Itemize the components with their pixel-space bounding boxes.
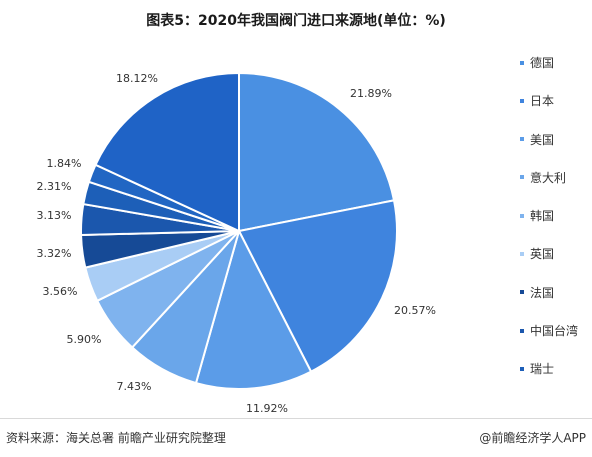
legend-swatch [520,98,524,103]
pie-slice-美国 [194,228,313,390]
legend-label: 美国 [530,132,555,147]
source-note: 资料来源：海关总署 前瞻产业研究院整理 [6,431,226,445]
legend-swatch [520,175,524,180]
slice-value-label: 3.56% [43,285,78,298]
legend-swatch [520,60,524,65]
slice-value-label: 3.13% [37,209,72,222]
legend-swatch [520,137,524,142]
legend-item: 韩国 [520,209,578,224]
legend-item: 法国 [520,285,578,300]
legend-item: 英国 [520,247,578,262]
legend-item: 德国 [520,56,578,70]
slice-value-label: 1.84% [47,157,82,170]
pie-chart: 21.89% 20.57% 11.92% 7.43% 5.90% 3.56% 3.32% 3.… [37,71,436,415]
slice-value-label: 2.31% [37,180,72,193]
slice-value-label: 21.89% [350,87,392,100]
legend-swatch [520,213,524,218]
legend-swatch [520,366,524,371]
slice-value-label: 7.43% [117,380,152,393]
legend-label: 英国 [530,247,555,262]
legend-label: 韩国 [530,209,555,224]
legend-swatch [520,328,524,333]
chart-title: 图表5：2020年我国阀门进口来源地(单位：%) [146,13,446,29]
pie-slices [80,71,399,390]
legend-item: 瑞士 [520,362,578,377]
pie-slice-德国 [238,71,396,233]
pie-slice-日本 [237,199,399,373]
slice-value-label: 18.12% [116,72,158,85]
footer-divider [0,418,592,419]
slice-value-label: 5.90% [67,333,102,346]
legend: 德国日本美国意大利韩国英国法国中国台湾瑞士 [520,56,578,401]
legend-item: 中国台湾 [520,324,579,339]
footer: 资料来源：海关总署 前瞻产业研究院整理 @前瞻经济学人APP [0,418,592,457]
legend-label: 瑞士 [530,362,555,377]
legend-item: 美国 [520,132,578,147]
brand-credit: @前瞻经济学人APP [479,431,586,445]
slice-value-label: 11.92% [246,402,288,415]
legend-label: 法国 [530,285,555,300]
legend-swatch [520,251,524,256]
slice-value-label: 20.57% [394,304,436,317]
legend-label: 日本 [530,94,555,109]
slice-value-label: 3.32% [37,247,72,260]
pie-slice-10 [94,71,240,233]
legend-label: 意大利 [530,170,567,185]
legend-item: 日本 [520,94,578,109]
legend-item: 意大利 [520,170,578,185]
legend-label: 德国 [530,56,555,70]
legend-label: 中国台湾 [530,324,579,339]
value-labels: 21.89% 20.57% 11.92% 7.43% 5.90% 3.56% 3.32% 3.… [37,72,436,415]
legend-swatch [520,290,524,295]
